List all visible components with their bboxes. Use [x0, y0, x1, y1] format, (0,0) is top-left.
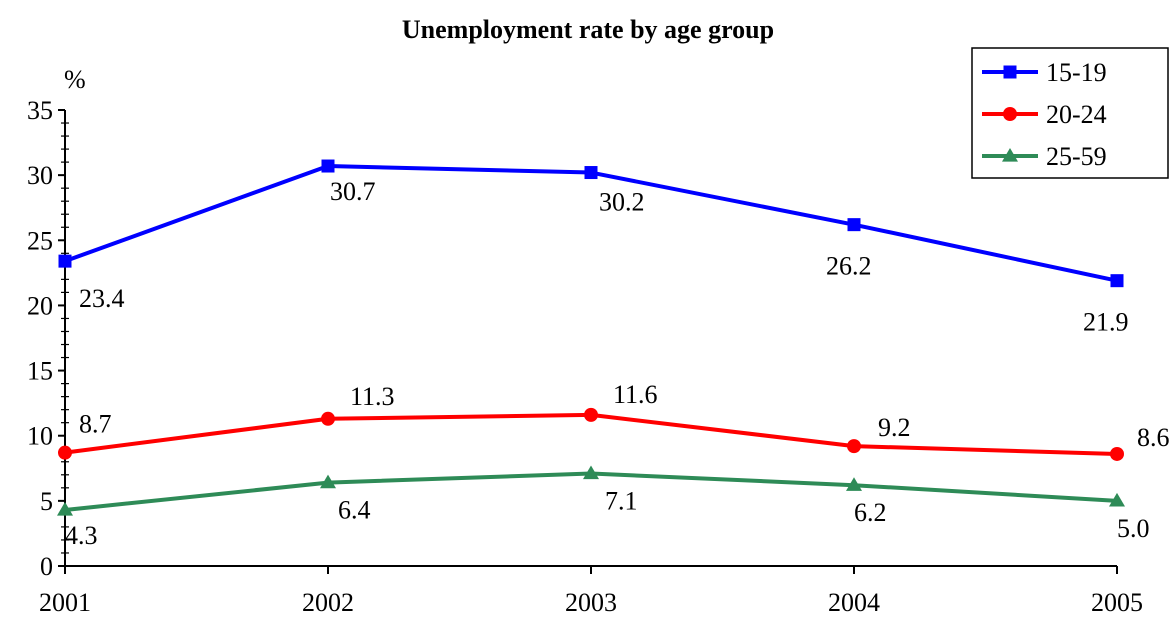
data-point — [583, 465, 599, 480]
x-tick-label: 2002 — [302, 588, 354, 617]
data-label: 23.4 — [79, 284, 125, 313]
data-label: 11.6 — [613, 380, 658, 409]
series-20-24: 8.7 11.3 11.6 9.2 8.6 — [58, 380, 1170, 461]
data-point — [58, 445, 72, 460]
y-tick-label: 0 — [40, 552, 53, 581]
legend-item: 25-59 — [982, 142, 1107, 171]
data-label: 7.1 — [605, 486, 638, 515]
data-point — [1110, 274, 1124, 288]
data-point — [321, 159, 335, 173]
axes: 0 5 10 15 20 25 30 35 2001 2002 2003 2004 2005 — [27, 96, 1143, 617]
legend-item: 15-19 — [982, 58, 1107, 87]
y-tick-label: 25 — [27, 226, 53, 255]
y-tick-label: 30 — [27, 161, 53, 190]
data-point — [847, 218, 861, 232]
data-label: 8.6 — [1137, 423, 1170, 452]
series-layer: 23.4 30.7 30.2 26.2 21.9 8.7 11.3 11.6 9.2 8.6 4.3… — [57, 159, 1170, 550]
y-tick-label: 5 — [40, 487, 53, 516]
y-tick-label: 15 — [27, 357, 53, 386]
data-label: 8.7 — [79, 410, 112, 439]
data-point — [57, 501, 73, 516]
data-label: 4.3 — [65, 521, 98, 550]
legend-label: 20-24 — [1046, 100, 1107, 129]
data-label: 6.2 — [854, 498, 887, 527]
y-tick-label: 35 — [27, 96, 53, 125]
y-tick-label: 10 — [27, 422, 53, 451]
data-label: 30.2 — [599, 188, 645, 217]
series-line — [64, 164, 1118, 283]
series-25-59: 4.3 6.4 7.1 6.2 5.0 — [57, 465, 1150, 550]
data-point — [58, 254, 72, 268]
data-label: 9.2 — [878, 413, 911, 442]
legend-marker — [1003, 65, 1017, 79]
data-label: 26.2 — [826, 252, 872, 281]
data-point — [320, 474, 336, 489]
data-point — [1110, 446, 1124, 461]
data-point — [1109, 492, 1125, 507]
x-tick-label: 2005 — [1091, 588, 1143, 617]
data-label: 21.9 — [1083, 308, 1129, 337]
data-point — [321, 411, 335, 426]
data-label: 5.0 — [1117, 514, 1150, 543]
y-tick-label: 20 — [27, 291, 53, 320]
legend-marker — [1002, 148, 1018, 162]
legend-marker — [1003, 107, 1017, 121]
data-point — [584, 407, 598, 422]
data-point — [584, 166, 598, 180]
chart-title: Unemployment rate by age group — [402, 15, 774, 44]
legend: 15-19 20-24 25-59 — [971, 47, 1169, 179]
x-tick-label: 2001 — [39, 588, 91, 617]
x-tick-label: 2003 — [565, 588, 617, 617]
data-label: 30.7 — [330, 177, 376, 206]
data-point — [847, 439, 861, 454]
data-label: 6.4 — [338, 496, 371, 525]
legend-item: 20-24 — [982, 100, 1107, 129]
x-tick-label: 2004 — [828, 588, 880, 617]
legend-label: 15-19 — [1046, 58, 1107, 87]
y-axis-label: % — [64, 65, 86, 94]
data-point — [846, 477, 862, 491]
legend-label: 25-59 — [1046, 142, 1107, 171]
data-label: 11.3 — [350, 382, 395, 411]
series-15-19: 23.4 30.7 30.2 26.2 21.9 — [58, 159, 1129, 337]
